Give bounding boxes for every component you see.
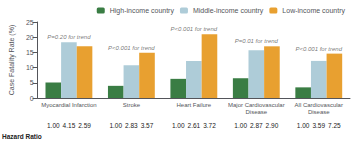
- svg-text:1.00: 1.00: [109, 122, 122, 129]
- svg-text:Major Cardiovascular: Major Cardiovascular: [228, 102, 285, 108]
- svg-text:4.15: 4.15: [63, 122, 76, 129]
- svg-text:25: 25: [26, 19, 34, 26]
- svg-text:2.83: 2.83: [125, 122, 138, 129]
- svg-text:3.59: 3.59: [312, 122, 325, 129]
- svg-text:3.57: 3.57: [141, 122, 154, 129]
- svg-text:2.61: 2.61: [188, 122, 201, 129]
- svg-text:1.00: 1.00: [234, 122, 247, 129]
- svg-text:1.00: 1.00: [172, 122, 185, 129]
- svg-text:P<0.001 for trend: P<0.001 for trend: [171, 26, 218, 32]
- svg-text:Case Fatality Rate (%): Case Fatality Rate (%): [8, 25, 16, 95]
- svg-text:Disease: Disease: [245, 109, 267, 115]
- svg-text:20: 20: [26, 34, 34, 41]
- svg-text:Middle-income country: Middle-income country: [193, 7, 264, 15]
- svg-text:Disease: Disease: [308, 109, 330, 115]
- svg-text:15: 15: [26, 49, 34, 56]
- svg-text:1.00: 1.00: [297, 122, 310, 129]
- svg-text:Low-income country: Low-income country: [282, 7, 345, 15]
- svg-text:High-income country: High-income country: [110, 7, 175, 15]
- svg-text:2.90: 2.90: [266, 122, 279, 129]
- svg-text:Hazard Ratio: Hazard Ratio: [2, 133, 42, 140]
- svg-text:2.87: 2.87: [250, 122, 263, 129]
- svg-text:P=0.20 for trend: P=0.20 for trend: [47, 34, 91, 40]
- svg-text:Stroke: Stroke: [123, 102, 141, 108]
- svg-text:2.59: 2.59: [78, 122, 91, 129]
- svg-text:P<0.001 for trend: P<0.001 for trend: [295, 46, 342, 52]
- svg-text:All Cardiovascular: All Cardiovascular: [295, 102, 343, 108]
- svg-text:Myocardial Infarction: Myocardial Infarction: [41, 102, 96, 108]
- svg-text:3.72: 3.72: [203, 122, 216, 129]
- svg-text:10: 10: [26, 64, 34, 71]
- svg-text:P=0.01 for trend: P=0.01 for trend: [235, 38, 279, 44]
- svg-text:5: 5: [30, 79, 34, 86]
- svg-text:Heart Failure: Heart Failure: [176, 102, 211, 108]
- svg-text:P<0.001 for trend: P<0.001 for trend: [108, 45, 155, 51]
- svg-text:1.00: 1.00: [47, 122, 60, 129]
- svg-text:0: 0: [30, 95, 34, 102]
- svg-text:7.25: 7.25: [328, 122, 341, 129]
